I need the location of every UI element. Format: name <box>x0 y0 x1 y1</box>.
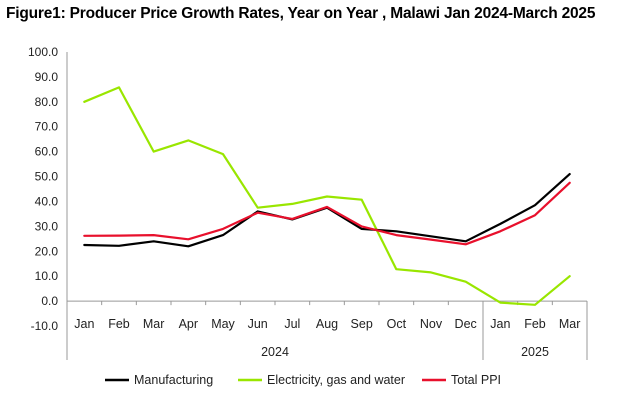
x-tick-label: Feb <box>524 317 546 331</box>
x-tick-label: Jan <box>74 317 94 331</box>
y-tick-label: 70.0 <box>35 120 59 134</box>
chart-title: Figure1: Producer Price Growth Rates, Ye… <box>6 5 596 22</box>
y-tick-label: 20.0 <box>35 244 59 258</box>
y-axis-tick-labels: -10.0 0.0 10.0 20.0 30.0 40.0 50.0 60.0 70.0 80.0… <box>28 45 58 333</box>
x-tick-label: Jan <box>490 317 510 331</box>
legend-label: Manufacturing <box>134 373 213 387</box>
series-line-electricity-gas-and-water <box>83 86 571 306</box>
y-tick-label: 90.0 <box>35 70 59 84</box>
x-tick-label: May <box>211 317 235 331</box>
y-tick-label: 100.0 <box>28 45 58 59</box>
x-tick-label: Feb <box>108 317 130 331</box>
x-tick-label: Jul <box>284 317 300 331</box>
year-label: 2025 <box>521 345 549 359</box>
x-tick-label: Sep <box>351 317 373 331</box>
y-tick-label: -10.0 <box>31 319 59 333</box>
x-tick-label: Nov <box>420 317 443 331</box>
y-tick-label: 0.0 <box>41 294 58 308</box>
legend: Manufacturing Electricity, gas and water T… <box>105 373 501 387</box>
x-tick-label: Jun <box>248 317 268 331</box>
y-tick-label: 50.0 <box>35 170 59 184</box>
x-axis-year-labels: 2024 2025 <box>261 345 549 359</box>
y-tick-label: 80.0 <box>35 95 59 109</box>
x-tick-label: Mar <box>559 317 581 331</box>
axes <box>66 52 588 360</box>
x-tick-label: Aug <box>316 317 338 331</box>
x-tick-label: Mar <box>143 317 165 331</box>
y-tick-label: 30.0 <box>35 219 59 233</box>
legend-label: Total PPI <box>451 373 501 387</box>
x-tick-label: Dec <box>455 317 477 331</box>
series-line-total-ppi <box>83 181 571 246</box>
x-axis-tick-labels: Jan Feb Mar Apr May Jun Jul Aug Sep Oct Nov Dec Jan F… <box>74 317 580 331</box>
x-tick-label: Apr <box>179 317 198 331</box>
series-lines <box>83 86 571 306</box>
x-tick-label: Oct <box>387 317 407 331</box>
y-tick-label: 60.0 <box>35 145 59 159</box>
year-label: 2024 <box>261 345 289 359</box>
legend-label: Electricity, gas and water <box>267 373 405 387</box>
y-tick-label: 40.0 <box>35 194 59 208</box>
y-tick-label: 10.0 <box>35 269 59 283</box>
